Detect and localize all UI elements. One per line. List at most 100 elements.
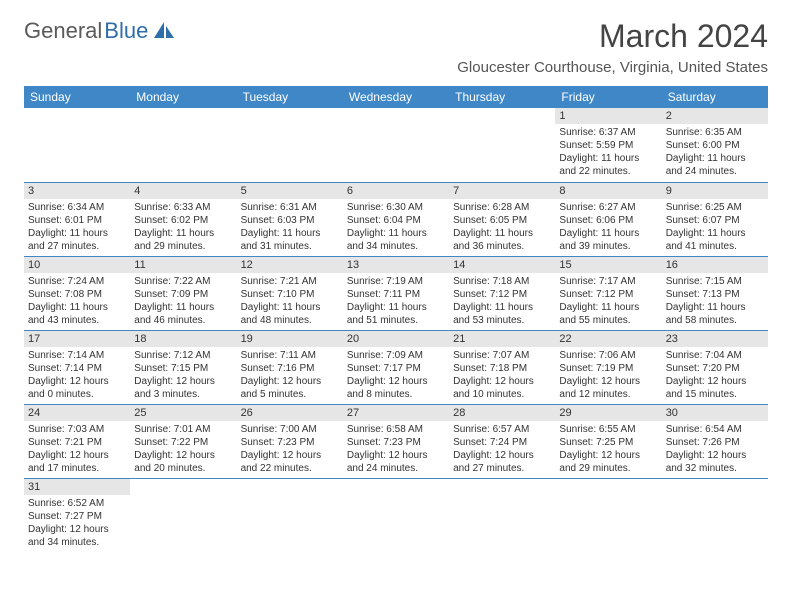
daylight-text: Daylight: 12 hours and 34 minutes.: [28, 523, 126, 549]
day-number: 30: [662, 405, 768, 421]
sunset-text: Sunset: 7:17 PM: [347, 362, 445, 375]
day-number: 18: [130, 331, 236, 347]
day-info: Sunrise: 7:09 AMSunset: 7:17 PMDaylight:…: [343, 347, 449, 403]
header: General Blue March 2024 Gloucester Court…: [24, 18, 768, 76]
day-info: Sunrise: 6:27 AMSunset: 6:06 PMDaylight:…: [555, 199, 661, 255]
calendar-table: SundayMondayTuesdayWednesdayThursdayFrid…: [24, 86, 768, 552]
calendar-cell: [24, 108, 130, 182]
sunset-text: Sunset: 7:27 PM: [28, 510, 126, 523]
day-number: 31: [24, 479, 130, 495]
calendar-cell: 10Sunrise: 7:24 AMSunset: 7:08 PMDayligh…: [24, 256, 130, 330]
calendar-cell: [449, 478, 555, 552]
daylight-text: Daylight: 11 hours and 48 minutes.: [241, 301, 339, 327]
day-number: 17: [24, 331, 130, 347]
daylight-text: Daylight: 12 hours and 12 minutes.: [559, 375, 657, 401]
sunset-text: Sunset: 7:25 PM: [559, 436, 657, 449]
sunrise-text: Sunrise: 7:15 AM: [666, 275, 764, 288]
sunrise-text: Sunrise: 6:58 AM: [347, 423, 445, 436]
sunset-text: Sunset: 7:26 PM: [666, 436, 764, 449]
day-number: 3: [24, 183, 130, 199]
daylight-text: Daylight: 11 hours and 39 minutes.: [559, 227, 657, 253]
weekday-header-row: SundayMondayTuesdayWednesdayThursdayFrid…: [24, 86, 768, 108]
day-number: 5: [237, 183, 343, 199]
day-info: Sunrise: 7:04 AMSunset: 7:20 PMDaylight:…: [662, 347, 768, 403]
daylight-text: Daylight: 11 hours and 27 minutes.: [28, 227, 126, 253]
sunset-text: Sunset: 6:03 PM: [241, 214, 339, 227]
sunrise-text: Sunrise: 7:07 AM: [453, 349, 551, 362]
day-info: Sunrise: 6:31 AMSunset: 6:03 PMDaylight:…: [237, 199, 343, 255]
calendar-cell: 25Sunrise: 7:01 AMSunset: 7:22 PMDayligh…: [130, 404, 236, 478]
sunset-text: Sunset: 7:08 PM: [28, 288, 126, 301]
day-info: Sunrise: 7:07 AMSunset: 7:18 PMDaylight:…: [449, 347, 555, 403]
day-number: 23: [662, 331, 768, 347]
calendar-cell: 2Sunrise: 6:35 AMSunset: 6:00 PMDaylight…: [662, 108, 768, 182]
weekday-header: Saturday: [662, 86, 768, 108]
weekday-header: Friday: [555, 86, 661, 108]
month-title: March 2024: [457, 18, 768, 55]
sunrise-text: Sunrise: 6:31 AM: [241, 201, 339, 214]
day-info: Sunrise: 7:06 AMSunset: 7:19 PMDaylight:…: [555, 347, 661, 403]
day-info: Sunrise: 6:35 AMSunset: 6:00 PMDaylight:…: [662, 124, 768, 180]
day-number: 21: [449, 331, 555, 347]
day-info: Sunrise: 6:28 AMSunset: 6:05 PMDaylight:…: [449, 199, 555, 255]
calendar-cell: 24Sunrise: 7:03 AMSunset: 7:21 PMDayligh…: [24, 404, 130, 478]
sunrise-text: Sunrise: 6:30 AM: [347, 201, 445, 214]
weekday-header: Monday: [130, 86, 236, 108]
calendar-cell: 1Sunrise: 6:37 AMSunset: 5:59 PMDaylight…: [555, 108, 661, 182]
sunset-text: Sunset: 6:07 PM: [666, 214, 764, 227]
sail-icon: [152, 20, 176, 43]
sunset-text: Sunset: 7:21 PM: [28, 436, 126, 449]
day-info: Sunrise: 7:11 AMSunset: 7:16 PMDaylight:…: [237, 347, 343, 403]
day-info: Sunrise: 6:30 AMSunset: 6:04 PMDaylight:…: [343, 199, 449, 255]
calendar-cell: 19Sunrise: 7:11 AMSunset: 7:16 PMDayligh…: [237, 330, 343, 404]
calendar-cell: [237, 478, 343, 552]
sunrise-text: Sunrise: 7:12 AM: [134, 349, 232, 362]
sunrise-text: Sunrise: 6:33 AM: [134, 201, 232, 214]
sunrise-text: Sunrise: 6:54 AM: [666, 423, 764, 436]
daylight-text: Daylight: 12 hours and 32 minutes.: [666, 449, 764, 475]
daylight-text: Daylight: 12 hours and 24 minutes.: [347, 449, 445, 475]
day-info: Sunrise: 6:52 AMSunset: 7:27 PMDaylight:…: [24, 495, 130, 551]
sunrise-text: Sunrise: 6:37 AM: [559, 126, 657, 139]
daylight-text: Daylight: 12 hours and 15 minutes.: [666, 375, 764, 401]
calendar-cell: 12Sunrise: 7:21 AMSunset: 7:10 PMDayligh…: [237, 256, 343, 330]
sunrise-text: Sunrise: 6:25 AM: [666, 201, 764, 214]
sunrise-text: Sunrise: 7:00 AM: [241, 423, 339, 436]
sunrise-text: Sunrise: 6:28 AM: [453, 201, 551, 214]
daylight-text: Daylight: 11 hours and 55 minutes.: [559, 301, 657, 327]
sunset-text: Sunset: 7:16 PM: [241, 362, 339, 375]
calendar-cell: 11Sunrise: 7:22 AMSunset: 7:09 PMDayligh…: [130, 256, 236, 330]
sunrise-text: Sunrise: 7:01 AM: [134, 423, 232, 436]
day-number: 28: [449, 405, 555, 421]
weekday-header: Tuesday: [237, 86, 343, 108]
sunset-text: Sunset: 7:09 PM: [134, 288, 232, 301]
daylight-text: Daylight: 12 hours and 22 minutes.: [241, 449, 339, 475]
day-number: 14: [449, 257, 555, 273]
day-number: 6: [343, 183, 449, 199]
daylight-text: Daylight: 11 hours and 53 minutes.: [453, 301, 551, 327]
calendar-cell: 9Sunrise: 6:25 AMSunset: 6:07 PMDaylight…: [662, 182, 768, 256]
day-number: 12: [237, 257, 343, 273]
day-info: Sunrise: 7:21 AMSunset: 7:10 PMDaylight:…: [237, 273, 343, 329]
day-number: 15: [555, 257, 661, 273]
logo: General Blue: [24, 18, 176, 44]
daylight-text: Daylight: 12 hours and 0 minutes.: [28, 375, 126, 401]
sunrise-text: Sunrise: 7:17 AM: [559, 275, 657, 288]
day-info: Sunrise: 7:01 AMSunset: 7:22 PMDaylight:…: [130, 421, 236, 477]
daylight-text: Daylight: 11 hours and 41 minutes.: [666, 227, 764, 253]
day-number: 16: [662, 257, 768, 273]
logo-text-general: General: [24, 18, 102, 44]
day-number: 24: [24, 405, 130, 421]
sunset-text: Sunset: 7:12 PM: [559, 288, 657, 301]
day-info: Sunrise: 6:25 AMSunset: 6:07 PMDaylight:…: [662, 199, 768, 255]
sunset-text: Sunset: 7:12 PM: [453, 288, 551, 301]
day-number: 2: [662, 108, 768, 124]
calendar-cell: [130, 108, 236, 182]
calendar-week-row: 17Sunrise: 7:14 AMSunset: 7:14 PMDayligh…: [24, 330, 768, 404]
day-info: Sunrise: 7:22 AMSunset: 7:09 PMDaylight:…: [130, 273, 236, 329]
day-info: Sunrise: 7:03 AMSunset: 7:21 PMDaylight:…: [24, 421, 130, 477]
daylight-text: Daylight: 12 hours and 10 minutes.: [453, 375, 551, 401]
calendar-cell: 22Sunrise: 7:06 AMSunset: 7:19 PMDayligh…: [555, 330, 661, 404]
day-number: 22: [555, 331, 661, 347]
calendar-cell: 30 Sunrise: 6:54 AMSunset: 7:26 PMDayligh…: [662, 404, 768, 478]
